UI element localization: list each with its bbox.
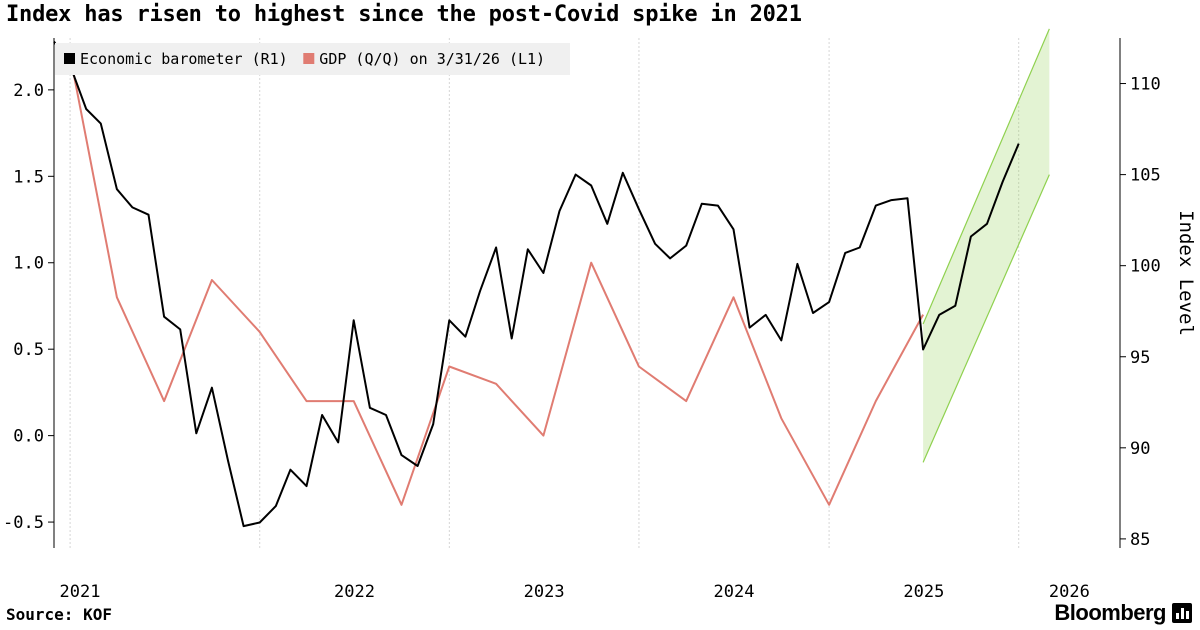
series-lines bbox=[53, 41, 1020, 528]
source-note: Source: KOF bbox=[6, 605, 112, 624]
left-tick-label: 0.0 bbox=[13, 427, 44, 447]
x-tick-label: 2023 bbox=[524, 582, 565, 602]
left-tick-label: 2.0 bbox=[13, 81, 44, 101]
x-tick-label: 2025 bbox=[903, 582, 944, 602]
right-tick-label: 110 bbox=[1130, 75, 1161, 95]
chart-title: Index has risen to highest since the pos… bbox=[6, 2, 802, 27]
left-tick-label: 0.5 bbox=[13, 340, 44, 360]
trend-band-fill bbox=[923, 28, 1050, 463]
left-tick-label: 1.5 bbox=[13, 167, 44, 187]
right-tick-label: 105 bbox=[1130, 166, 1161, 186]
left-tick-label: 1.0 bbox=[13, 254, 44, 274]
x-tick-label: 2024 bbox=[714, 582, 755, 602]
legend-label: GDP (Q/Q) on 3/31/26 (L1) bbox=[319, 50, 545, 68]
bloomberg-logo: Bloomberg bbox=[1054, 600, 1166, 625]
right-tick-label: 90 bbox=[1130, 439, 1150, 459]
right-tick-label: 100 bbox=[1130, 257, 1161, 277]
x-tick-label: 2026 bbox=[1049, 582, 1090, 602]
x-tick-label: 2022 bbox=[334, 582, 375, 602]
right-axis-label: Index Level bbox=[1175, 210, 1197, 336]
legend-swatch bbox=[303, 53, 315, 64]
trend-band-upper bbox=[922, 28, 1050, 325]
tick-labels: 2021 2022 2023 2024 2025 2026 -0.5 0.0 0.5 1.0 1.5… bbox=[3, 75, 1197, 602]
right-tick-label: 95 bbox=[1130, 348, 1150, 368]
x-gridlines bbox=[69, 38, 1020, 548]
left-tick-label: -0.5 bbox=[3, 513, 44, 533]
legend-label: Economic barometer (R1) bbox=[80, 50, 288, 68]
economic-barometer-line bbox=[53, 41, 1020, 528]
legend: Economic barometer (R1) GDP (Q/Q) on 3/31… bbox=[55, 43, 570, 75]
trend-band-lower bbox=[922, 174, 1050, 463]
legend-swatch bbox=[64, 53, 75, 64]
trend-band bbox=[922, 28, 1050, 463]
gdp-line bbox=[69, 55, 924, 506]
bloomberg-terminal-icon bbox=[1172, 603, 1192, 623]
x-tick-label: 2021 bbox=[60, 582, 101, 602]
right-tick-label: 85 bbox=[1130, 530, 1150, 550]
axes bbox=[48, 38, 1126, 548]
